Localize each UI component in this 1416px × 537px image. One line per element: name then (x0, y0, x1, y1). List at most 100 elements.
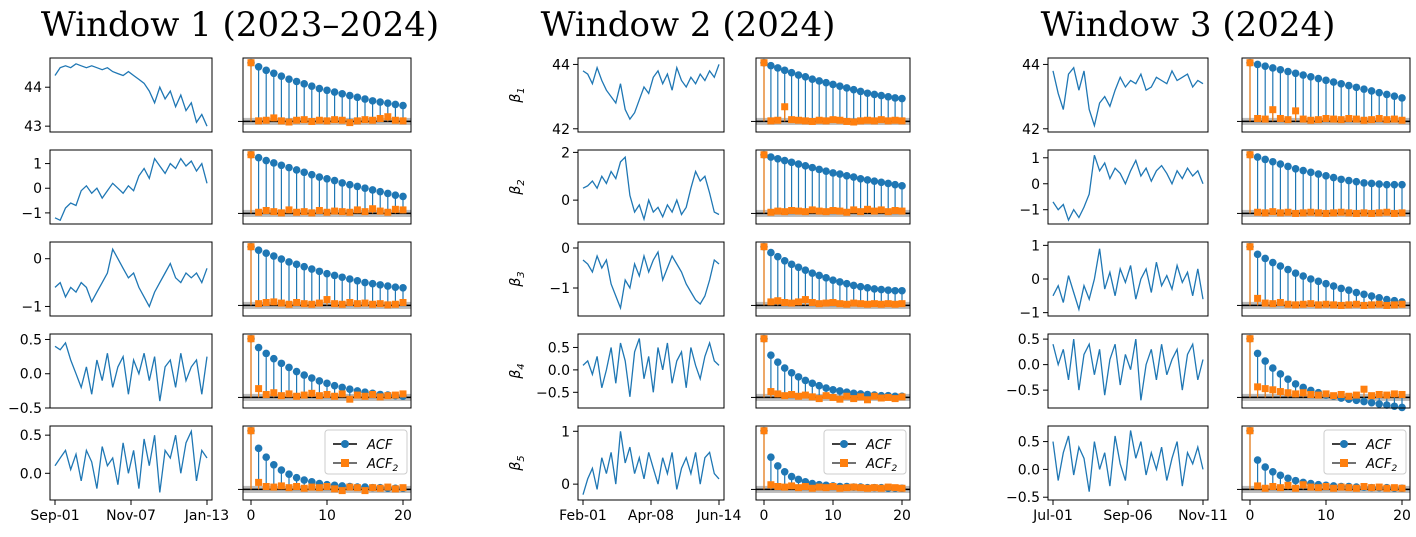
acf-point (808, 379, 817, 388)
acf2-point (836, 395, 844, 403)
series-line-β4 (1052, 338, 1204, 401)
acf2-point (891, 116, 899, 124)
acf-point (361, 184, 369, 192)
acf-point (815, 77, 823, 85)
acf2-point (1307, 300, 1315, 308)
acf-point (361, 95, 369, 103)
acf2-point (270, 208, 278, 216)
acf2-point (338, 487, 346, 495)
acf2-point (285, 390, 293, 398)
acf-point (323, 174, 331, 183)
acf-point (849, 173, 858, 181)
acf2-point (781, 103, 789, 111)
acf2-point (815, 207, 823, 215)
acf2-point (884, 483, 892, 491)
acf2-point (877, 206, 885, 214)
acf2-point (1269, 482, 1277, 490)
timeseries-frame (1047, 241, 1209, 317)
acf2-point (369, 205, 377, 213)
acf2-point (1276, 298, 1284, 306)
acf-frame (755, 425, 911, 501)
x-tick-label: Jan-13 (184, 508, 229, 524)
x-tick-label: Nov-11 (1178, 508, 1228, 524)
acf2-point (293, 482, 301, 490)
acf2-point (399, 484, 407, 492)
acf-point (262, 66, 271, 75)
acf2-point (795, 392, 802, 400)
timeseries-frame (49, 333, 213, 409)
acf2-point (1368, 484, 1376, 492)
series-line-β2 (582, 155, 720, 222)
acf2-point (781, 298, 789, 306)
acf2-point (331, 300, 339, 308)
acf2-point (774, 390, 782, 398)
acf2-point (801, 482, 809, 490)
acf-point (368, 186, 377, 194)
acf2-point (781, 483, 789, 491)
acf2-point (1398, 484, 1406, 492)
y-tick-label: −1 (1019, 306, 1040, 322)
acf-point (330, 176, 339, 185)
acf-point (292, 473, 301, 482)
acf-point (822, 167, 830, 175)
acf-point (254, 343, 263, 352)
acf2-point (353, 391, 361, 399)
acf2-point (884, 300, 892, 308)
acf2-point (1383, 391, 1391, 399)
acf-point (1398, 94, 1406, 102)
timeseries-frame (1047, 57, 1209, 133)
acf-point (277, 466, 286, 474)
y-tick-label: 1 (33, 157, 42, 173)
acf-point (368, 279, 377, 288)
acf2-point (331, 207, 339, 215)
acf2-point (315, 299, 323, 307)
acf2-point (829, 393, 837, 401)
legend-acf2-marker (341, 459, 349, 467)
acf-point (330, 88, 339, 96)
acf-point (315, 267, 324, 276)
y-tick-label: −1 (1019, 203, 1040, 219)
acf-point (1322, 76, 1330, 85)
legend-acf-marker (341, 440, 349, 448)
acf2-point (1352, 484, 1360, 492)
acf2-point (285, 484, 293, 492)
acf-point (794, 373, 803, 381)
x-tick-label: Feb-01 (559, 508, 607, 524)
acf-point (1284, 474, 1292, 483)
acf2-point (315, 206, 323, 214)
acf-point (277, 161, 286, 170)
acf2-point (877, 116, 885, 124)
acf2-point (877, 484, 885, 492)
acf2-point (1269, 208, 1277, 216)
y-tick-label: 0.0 (1018, 358, 1040, 374)
acf-point (254, 444, 263, 453)
y-tick-label: 0.0 (20, 466, 42, 482)
acf-point (346, 180, 354, 189)
acf2-point (1390, 115, 1398, 123)
y-tick-label: 44 (1022, 57, 1040, 73)
acf-point (338, 383, 347, 392)
acf-point (384, 99, 392, 108)
acf-x-tick-label: 20 (893, 508, 911, 524)
acf2-point (361, 208, 369, 216)
acf-point (815, 165, 823, 174)
acf-point (277, 72, 286, 81)
timeseries-frame (577, 241, 725, 317)
y-tick-label: −1 (21, 299, 42, 315)
acf-point (801, 376, 810, 385)
acf2-point (850, 483, 858, 491)
acf2-point (1337, 208, 1345, 216)
acf2-point (1314, 209, 1322, 217)
acf-point (787, 260, 796, 269)
acf-point (1269, 157, 1277, 166)
series-line-β1 (54, 63, 208, 127)
acf-point (1299, 71, 1307, 79)
window-2-title: Window 2 (2024) (541, 5, 836, 45)
acf-point (300, 476, 309, 484)
acf-point (1291, 380, 1300, 388)
acf2-point (815, 116, 823, 124)
acf2-point (361, 392, 369, 400)
y-tick-label: 1 (561, 424, 570, 440)
acf-point (323, 379, 331, 388)
acf-point (1284, 162, 1292, 171)
